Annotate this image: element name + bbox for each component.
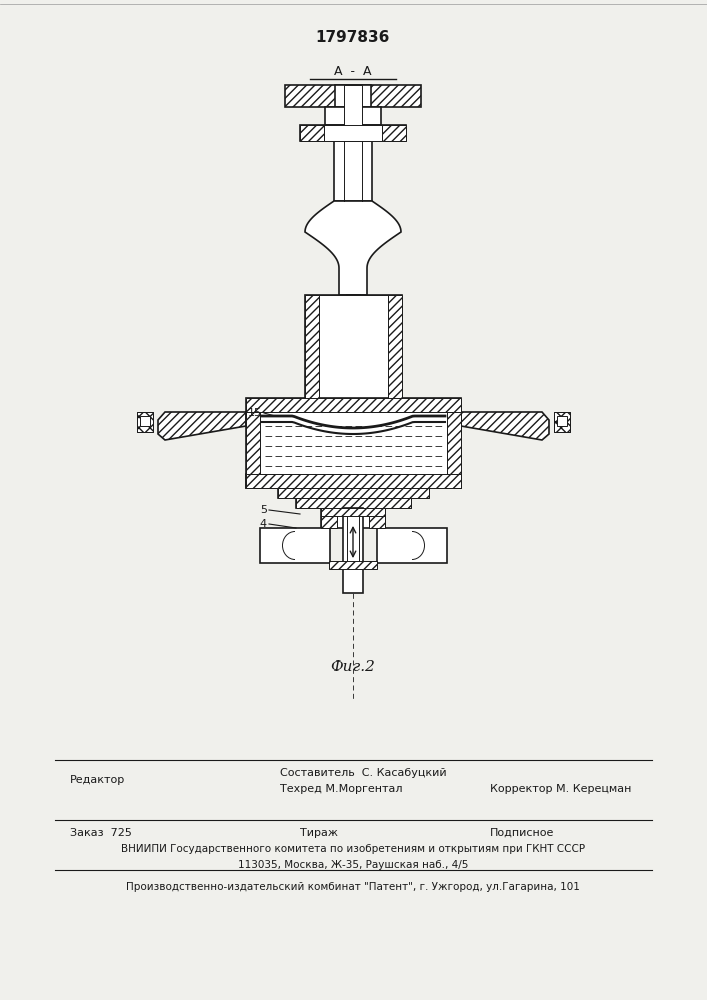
Bar [296, 498, 411, 508]
Text: Редактор: Редактор [70, 775, 125, 785]
Text: Тираж: Тираж [300, 828, 338, 838]
Polygon shape [461, 412, 549, 440]
Bar [321, 508, 385, 528]
Bar [246, 474, 461, 488]
Bar [324, 125, 382, 141]
Bar [300, 125, 406, 141]
Bar [246, 412, 260, 488]
Text: 4: 4 [260, 519, 267, 529]
Bar [335, 85, 371, 107]
Text: 5: 5 [260, 505, 267, 515]
Bar [278, 488, 429, 498]
Text: Техред М.Моргентал: Техред М.Моргентал [280, 784, 402, 794]
Text: Производственно-издательский комбинат "Патент", г. Ужгород, ул.Гагарина, 101: Производственно-издательский комбинат "П… [126, 882, 580, 892]
Bar [137, 412, 153, 432]
Bar [137, 412, 153, 432]
Text: Подписное: Подписное [490, 828, 554, 838]
Bar [296, 498, 411, 508]
Bar [285, 85, 421, 107]
Text: 1797836: 1797836 [316, 30, 390, 45]
Bar [388, 295, 402, 410]
Text: Заказ  725: Заказ 725 [70, 828, 132, 838]
Text: Фиг.2: Фиг.2 [331, 660, 375, 674]
Bar [246, 398, 461, 412]
Polygon shape [305, 201, 401, 295]
Bar [260, 412, 447, 474]
Bar [369, 508, 385, 528]
Bar [554, 412, 570, 432]
Bar [329, 561, 377, 569]
Bar [321, 508, 337, 528]
Polygon shape [158, 412, 246, 440]
Bar [246, 398, 461, 412]
Bar [140, 416, 150, 426]
Bar [246, 474, 461, 488]
Bar [382, 125, 406, 141]
Text: ВНИИПИ Государственного комитета по изобретениям и открытиям при ГКНТ СССР: ВНИИПИ Государственного комитета по изоб… [121, 844, 585, 854]
Bar [300, 125, 324, 141]
Bar [554, 412, 570, 432]
Bar [557, 416, 567, 426]
Bar [344, 85, 362, 140]
Bar [305, 295, 319, 410]
Bar [319, 295, 388, 410]
Text: Корректор М. Керецман: Корректор М. Керецман [490, 784, 631, 794]
Bar [347, 295, 402, 410]
Bar [260, 528, 330, 563]
Text: 113035, Москва, Ж-35, Раушская наб., 4/5: 113035, Москва, Ж-35, Раушская наб., 4/5 [238, 860, 468, 870]
Text: А  -  А: А - А [334, 65, 372, 78]
Bar [305, 295, 360, 410]
Bar [246, 412, 260, 488]
Bar [377, 528, 447, 563]
Bar [343, 508, 363, 593]
Bar [321, 508, 385, 516]
Bar [334, 141, 372, 201]
Bar [278, 488, 429, 498]
Bar [325, 107, 381, 125]
Bar [447, 412, 461, 488]
Text: Составитель  С. Касабуцкий: Составитель С. Касабуцкий [280, 768, 447, 778]
Text: 15: 15 [248, 408, 262, 418]
Bar [447, 412, 461, 488]
